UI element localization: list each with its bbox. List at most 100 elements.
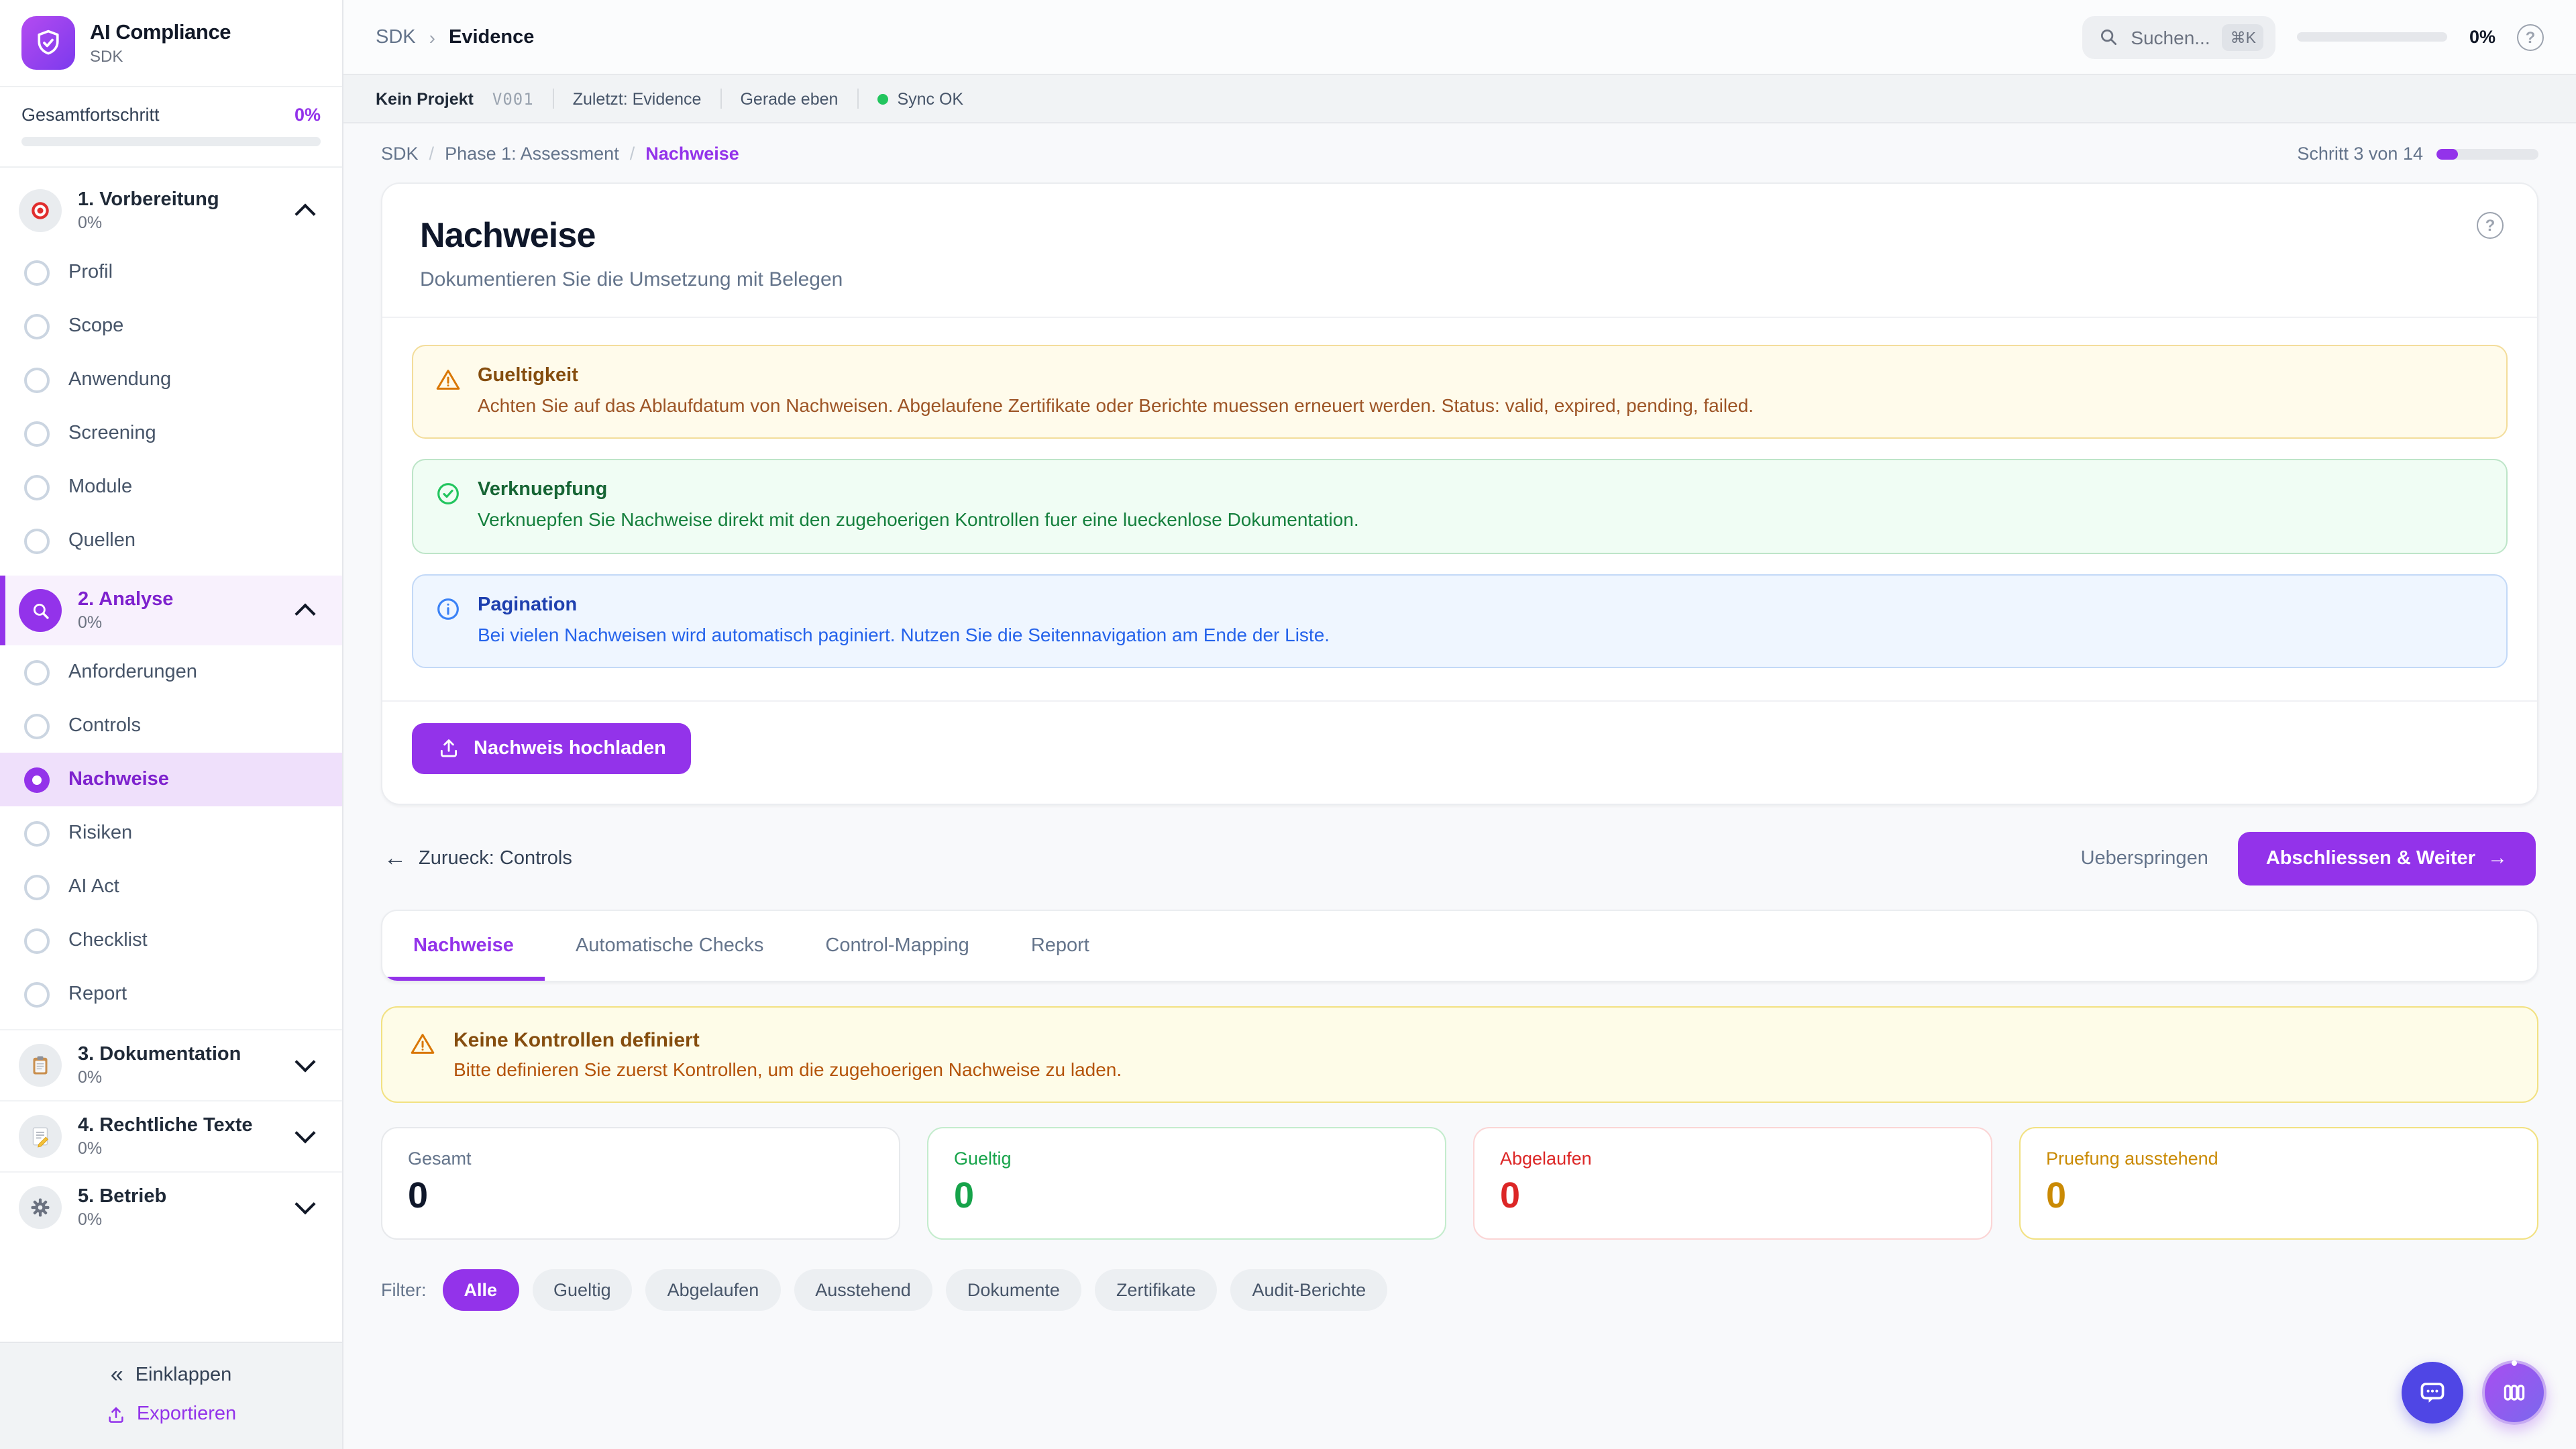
filter-chip-abgelaufen[interactable]: Abgelaufen <box>645 1269 781 1311</box>
sidebar-item-anwendung[interactable]: Anwendung <box>0 353 342 407</box>
tab-report[interactable]: Report <box>1030 934 1089 957</box>
filter-chip-dokumente[interactable]: Dokumente <box>945 1269 1081 1311</box>
header-progress-bar <box>2297 32 2448 42</box>
upload-evidence-button[interactable]: Nachweis hochladen <box>412 722 692 774</box>
export-button[interactable]: Exportieren <box>106 1403 236 1425</box>
sidebar-item-ai-act[interactable]: AI Act <box>0 860 342 914</box>
step-progress-fill <box>2436 148 2458 159</box>
breadcrumb-phase[interactable]: Phase 1: Assessment <box>445 144 619 164</box>
sidebar-section-dokumentation[interactable]: 3. Dokumentation 0% <box>0 1029 342 1100</box>
sidebar-item-quellen[interactable]: Quellen <box>0 514 342 568</box>
no-controls-alert: Keine Kontrollen definiert Bitte definie… <box>381 1006 2538 1103</box>
sidebar-item-scope[interactable]: Scope <box>0 299 342 353</box>
upload-icon <box>440 740 458 758</box>
section-label: 2. Analyse <box>78 589 174 610</box>
tab-automatische-checks[interactable]: Automatische Checks <box>575 934 764 957</box>
section-percent: 0% <box>78 1068 103 1087</box>
wizard-nav-actions: Ueberspringen Abschliessen & Weiter → <box>2080 831 2536 885</box>
alert-body: Bitte definieren Sie zuerst Kontrollen, … <box>453 1058 1122 1080</box>
section-label: 3. Dokumentation <box>78 1044 241 1065</box>
memo-icon <box>19 1115 62 1158</box>
breadcrumb: SDK / Phase 1: Assessment / Nachweise <box>381 144 739 164</box>
item-label: Quellen <box>68 530 136 551</box>
breadcrumb-separator: / <box>629 144 635 164</box>
overall-progress-value: 0% <box>294 105 321 125</box>
intro-card-actions: Nachweis hochladen <box>382 700 2537 804</box>
chat-button[interactable] <box>2402 1362 2463 1424</box>
tab-control-mapping[interactable]: Control-Mapping <box>825 934 969 957</box>
back-link[interactable]: ← Zurueck: Controls <box>384 847 572 870</box>
page-content: SDK / Phase 1: Assessment / Nachweise Sc… <box>343 123 2576 1449</box>
radio-icon <box>24 874 50 900</box>
filter-chip-ausstehend[interactable]: Ausstehend <box>794 1269 932 1311</box>
page-subtitle: Dokumentieren Sie die Umsetzung mit Bele… <box>420 268 843 291</box>
sidebar-section-rechtliche-texte[interactable]: 4. Rechtliche Texte 0% <box>0 1100 342 1171</box>
info-circle-icon <box>435 595 462 648</box>
last-visited: Zuletzt: Evidence <box>572 89 702 108</box>
section-percent: 0% <box>78 213 103 232</box>
kanban-columns-button[interactable] <box>2482 1360 2546 1425</box>
sidebar-item-risiken[interactable]: Risiken <box>0 806 342 860</box>
radio-icon <box>24 528 50 553</box>
sidebar-section-vorbereitung[interactable]: 1. Vorbereitung 0% <box>0 176 342 246</box>
sidebar-item-profil[interactable]: Profil <box>0 246 342 299</box>
item-label: Profil <box>68 262 113 283</box>
filter-chip-zertifikate[interactable]: Zertifikate <box>1094 1269 1218 1311</box>
sidebar-header: AI Compliance SDK <box>0 0 342 87</box>
sidebar-item-report[interactable]: Report <box>0 967 342 1021</box>
stat-label: Abgelaufen <box>1500 1148 1592 1169</box>
item-label: Risiken <box>68 822 133 844</box>
chevron-down-icon <box>294 1193 316 1215</box>
breadcrumb-current: Nachweise <box>645 144 739 164</box>
sidebar-section-betrieb[interactable]: 5. Betrieb 0% <box>0 1171 342 1242</box>
radio-icon <box>24 659 50 685</box>
filter-chip-audit-berichte[interactable]: Audit-Berichte <box>1230 1269 1388 1311</box>
sidebar-item-module[interactable]: Module <box>0 460 342 514</box>
overall-progress-bar <box>21 137 321 146</box>
magnifier-icon <box>19 589 62 632</box>
top-navigation: SDK › Evidence Suchen... ⌘K 0% ? <box>343 0 2576 74</box>
sidebar-footer: « Einklappen Exportieren <box>0 1342 342 1449</box>
sidebar-item-screening[interactable]: Screening <box>0 407 342 460</box>
search-button[interactable]: Suchen... ⌘K <box>2082 15 2276 58</box>
filter-label: Filter: <box>381 1280 427 1301</box>
target-icon <box>19 189 62 232</box>
stat-label: Gueltig <box>954 1148 1012 1169</box>
upload-button-label: Nachweis hochladen <box>474 737 666 759</box>
skip-button[interactable]: Ueberspringen <box>2080 847 2208 869</box>
radio-icon <box>24 820 50 846</box>
sidebar-item-controls[interactable]: Controls <box>0 699 342 753</box>
columns-icon <box>2504 1385 2525 1401</box>
arrow-right-icon: → <box>2487 847 2508 870</box>
collapse-icon: « <box>110 1362 123 1387</box>
page-title: Nachweise <box>420 215 596 255</box>
notice-body: Verknuepfen Sie Nachweise direkt mit den… <box>478 508 1359 531</box>
filter-row: Filter: Alle Gueltig Abgelaufen Ausstehe… <box>381 1269 2538 1311</box>
sidebar-item-anforderungen[interactable]: Anforderungen <box>0 645 342 699</box>
section-label: 4. Rechtliche Texte <box>78 1115 253 1136</box>
page-header-row: SDK / Phase 1: Assessment / Nachweise Sc… <box>381 144 2538 164</box>
sidebar-section-analyse[interactable]: 2. Analyse 0% <box>0 576 342 645</box>
radio-icon <box>24 313 50 339</box>
complete-next-button[interactable]: Abschliessen & Weiter → <box>2237 831 2536 885</box>
section-text: 5. Betrieb 0% <box>78 1186 282 1229</box>
divider <box>552 89 554 109</box>
chevron-up-icon <box>294 603 316 625</box>
filter-chip-alle[interactable]: Alle <box>442 1269 519 1311</box>
wizard-nav-row: ← Zurueck: Controls Ueberspringen Abschl… <box>384 831 2536 885</box>
item-label: Anforderungen <box>68 661 197 683</box>
stats-row: Gesamt 0 Gueltig 0 Abgelaufen 0 Pruefung… <box>381 1126 2538 1240</box>
collapse-sidebar-button[interactable]: « Einklappen <box>111 1363 231 1386</box>
help-icon[interactable]: ? <box>2517 23 2544 50</box>
tab-nachweise[interactable]: Nachweise <box>382 911 545 981</box>
breadcrumb-root[interactable]: SDK <box>381 144 419 164</box>
radio-icon <box>24 713 50 739</box>
sidebar-item-nachweise[interactable]: Nachweise <box>0 753 342 806</box>
help-icon[interactable]: ? <box>2477 212 2504 239</box>
sidebar-item-checklist[interactable]: Checklist <box>0 914 342 967</box>
filter-chip-gueltig[interactable]: Gueltig <box>532 1269 633 1311</box>
topbar-breadcrumb-root[interactable]: SDK <box>376 26 416 48</box>
notice-pagination: Pagination Bei vielen Nachweisen wird au… <box>412 574 2508 668</box>
search-placeholder: Suchen... <box>2131 26 2210 48</box>
arrow-left-icon: ← <box>384 845 407 871</box>
